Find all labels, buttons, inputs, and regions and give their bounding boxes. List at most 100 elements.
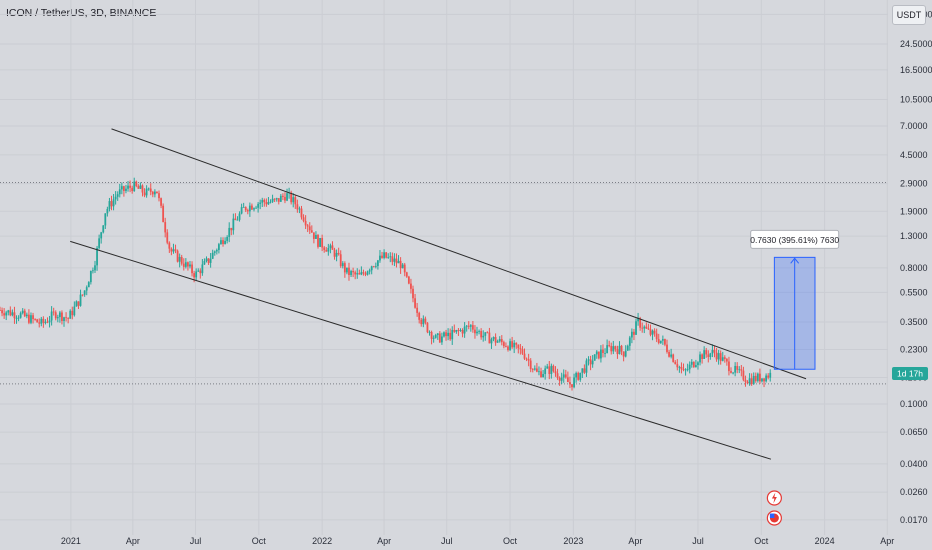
candle-body bbox=[730, 371, 732, 373]
candle bbox=[376, 259, 379, 270]
candle-body bbox=[653, 330, 656, 334]
candle-body bbox=[310, 230, 313, 233]
candle-body bbox=[517, 344, 520, 349]
candle-body bbox=[226, 236, 229, 241]
time-tick-label: Jul bbox=[441, 536, 453, 546]
candle bbox=[327, 243, 330, 256]
candle-body bbox=[399, 260, 402, 269]
candle-body bbox=[482, 335, 485, 338]
candle-body bbox=[65, 317, 67, 319]
candle-body bbox=[544, 368, 547, 375]
price-tick-label: 0.3500 bbox=[900, 317, 928, 327]
candle bbox=[430, 330, 433, 345]
candle-body bbox=[205, 258, 208, 262]
candle-body bbox=[364, 273, 367, 275]
candle bbox=[538, 366, 540, 376]
price-tick-label: 2.9000 bbox=[900, 179, 928, 189]
candle-body bbox=[575, 372, 578, 378]
candle-body bbox=[502, 342, 505, 347]
candle-body bbox=[505, 346, 507, 347]
candle bbox=[199, 268, 202, 279]
candle bbox=[725, 357, 728, 366]
candle-body bbox=[641, 327, 644, 329]
candle-body bbox=[127, 185, 129, 189]
candle bbox=[374, 262, 377, 269]
candle-body bbox=[327, 248, 330, 252]
flag-icon-canton bbox=[769, 513, 775, 518]
candle-body bbox=[112, 199, 115, 207]
channel-lower-line[interactable] bbox=[70, 240, 772, 460]
candle-body bbox=[162, 205, 165, 223]
candle bbox=[108, 197, 111, 212]
candle bbox=[368, 268, 371, 275]
time-tick-label: Apr bbox=[628, 536, 642, 546]
candle-body bbox=[141, 185, 144, 193]
candle-body bbox=[71, 310, 74, 316]
candle bbox=[600, 345, 602, 363]
candle bbox=[455, 329, 458, 334]
candle bbox=[575, 371, 578, 383]
candle-body bbox=[610, 346, 613, 352]
candle-body bbox=[180, 256, 183, 264]
candle-body bbox=[412, 288, 414, 299]
candle bbox=[583, 364, 586, 374]
candle-body bbox=[286, 193, 288, 201]
symbol-title[interactable]: ICON / TetherUS, 3D, BINANCE bbox=[6, 7, 157, 19]
candle-body bbox=[368, 270, 371, 272]
time-axis[interactable]: 2021 Apr Jul Oct 2022 Apr Jul Oct 2023 Apr Jul Oct 2… bbox=[61, 536, 894, 546]
candle bbox=[244, 206, 247, 213]
candle-body bbox=[620, 345, 623, 352]
channel-lines[interactable] bbox=[70, 128, 807, 460]
candle bbox=[564, 369, 567, 379]
candle-body bbox=[302, 217, 305, 221]
candle bbox=[114, 191, 117, 205]
candle-body bbox=[98, 238, 101, 248]
candle bbox=[690, 359, 693, 368]
candle-body bbox=[564, 374, 567, 378]
candle bbox=[92, 267, 94, 274]
candle-body bbox=[488, 332, 491, 344]
candle bbox=[697, 361, 699, 370]
candle bbox=[717, 349, 720, 365]
candle-body bbox=[230, 227, 233, 231]
candle bbox=[688, 361, 691, 374]
candle bbox=[279, 193, 282, 202]
candle bbox=[405, 271, 408, 278]
candle bbox=[145, 185, 148, 198]
candle bbox=[752, 372, 755, 385]
candle bbox=[238, 211, 241, 222]
candle-body bbox=[261, 199, 264, 203]
channel-upper-line[interactable] bbox=[111, 128, 807, 380]
currency-button[interactable]: USDT bbox=[892, 5, 926, 25]
candle-body bbox=[383, 252, 385, 258]
price-axis[interactable]: 38.500024.500016.500010.50007.00004.5000… bbox=[892, 9, 932, 525]
candle bbox=[715, 348, 718, 362]
candle-body bbox=[294, 197, 297, 205]
candle-body bbox=[651, 330, 654, 335]
candle-body bbox=[661, 339, 664, 341]
candle-body bbox=[337, 252, 340, 255]
candle bbox=[323, 245, 326, 253]
candle bbox=[257, 202, 260, 213]
candle bbox=[63, 316, 65, 327]
candle bbox=[387, 253, 390, 259]
candle bbox=[447, 328, 450, 341]
candle bbox=[207, 258, 210, 265]
measure-tool[interactable]: 0.7630 (395.61%) 7630 bbox=[750, 229, 839, 370]
candle bbox=[102, 225, 105, 234]
candle-body bbox=[670, 354, 673, 357]
candle-body bbox=[558, 377, 561, 381]
candle bbox=[424, 316, 427, 325]
candle bbox=[0, 306, 1, 311]
candle-body bbox=[40, 318, 43, 324]
candle bbox=[585, 358, 588, 377]
candle-body bbox=[728, 361, 730, 372]
candle bbox=[418, 311, 421, 324]
price-tick-label: 0.0400 bbox=[900, 459, 928, 469]
candle bbox=[352, 267, 355, 278]
flag-icon bbox=[766, 510, 782, 526]
candle bbox=[498, 336, 501, 343]
candle bbox=[48, 315, 51, 328]
